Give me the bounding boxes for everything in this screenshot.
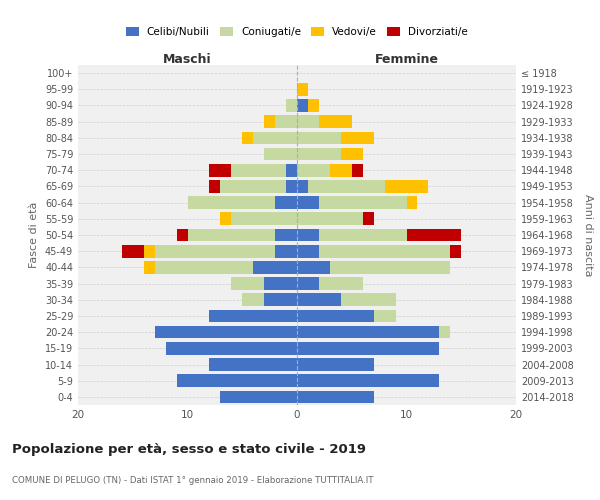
Bar <box>220 390 297 403</box>
Bar <box>341 294 395 306</box>
Bar <box>407 196 418 209</box>
Bar <box>297 294 341 306</box>
Y-axis label: Anni di nascita: Anni di nascita <box>583 194 593 276</box>
Bar <box>308 99 319 112</box>
Bar <box>264 148 297 160</box>
Bar <box>319 196 407 209</box>
Bar <box>341 132 374 144</box>
Bar <box>155 245 275 258</box>
Bar <box>176 228 187 241</box>
Bar <box>385 180 428 192</box>
Bar <box>155 261 253 274</box>
Bar <box>450 245 461 258</box>
Bar <box>297 261 330 274</box>
Bar <box>275 116 297 128</box>
Bar <box>297 245 319 258</box>
Bar <box>242 294 264 306</box>
Bar <box>297 228 319 241</box>
Bar <box>275 196 297 209</box>
Text: Femmine: Femmine <box>374 53 439 66</box>
Text: Maschi: Maschi <box>163 53 212 66</box>
Bar <box>319 278 362 290</box>
Bar <box>297 278 319 290</box>
Bar <box>264 278 297 290</box>
Y-axis label: Fasce di età: Fasce di età <box>29 202 39 268</box>
Bar <box>253 261 297 274</box>
Bar <box>187 196 275 209</box>
Bar <box>209 310 297 322</box>
Bar <box>297 326 439 338</box>
Bar <box>232 212 297 225</box>
Bar <box>297 310 374 322</box>
Bar <box>308 180 385 192</box>
Bar <box>297 342 439 354</box>
Bar <box>220 180 286 192</box>
Bar <box>439 326 450 338</box>
Bar <box>319 228 407 241</box>
Bar <box>297 196 319 209</box>
Bar <box>297 358 374 371</box>
Bar <box>155 326 297 338</box>
Bar <box>242 132 253 144</box>
Bar <box>297 99 308 112</box>
Bar <box>122 245 144 258</box>
Bar <box>209 358 297 371</box>
Legend: Celibi/Nubili, Coniugati/e, Vedovi/e, Divorziati/e: Celibi/Nubili, Coniugati/e, Vedovi/e, Di… <box>122 22 472 41</box>
Bar <box>209 164 232 176</box>
Bar <box>232 278 264 290</box>
Bar <box>297 180 308 192</box>
Text: Popolazione per età, sesso e stato civile - 2019: Popolazione per età, sesso e stato civil… <box>12 442 366 456</box>
Bar <box>374 310 395 322</box>
Bar <box>297 148 341 160</box>
Bar <box>297 116 319 128</box>
Bar <box>176 374 297 387</box>
Bar <box>264 116 275 128</box>
Bar <box>297 83 308 96</box>
Bar <box>166 342 297 354</box>
Bar <box>297 132 341 144</box>
Bar <box>144 245 155 258</box>
Bar <box>209 180 220 192</box>
Bar <box>286 164 297 176</box>
Bar <box>319 245 450 258</box>
Bar <box>352 164 362 176</box>
Bar <box>286 180 297 192</box>
Bar <box>341 148 362 160</box>
Bar <box>144 261 155 274</box>
Bar <box>297 212 362 225</box>
Bar <box>232 164 286 176</box>
Bar <box>407 228 461 241</box>
Bar <box>253 132 297 144</box>
Bar <box>297 390 374 403</box>
Bar <box>275 245 297 258</box>
Bar <box>264 294 297 306</box>
Bar <box>319 116 352 128</box>
Bar <box>297 164 330 176</box>
Bar <box>286 99 297 112</box>
Text: COMUNE DI PELUGO (TN) - Dati ISTAT 1° gennaio 2019 - Elaborazione TUTTITALIA.IT: COMUNE DI PELUGO (TN) - Dati ISTAT 1° ge… <box>12 476 373 485</box>
Bar <box>362 212 374 225</box>
Bar <box>187 228 275 241</box>
Bar <box>297 374 439 387</box>
Bar <box>330 261 451 274</box>
Bar <box>330 164 352 176</box>
Bar <box>275 228 297 241</box>
Bar <box>220 212 232 225</box>
